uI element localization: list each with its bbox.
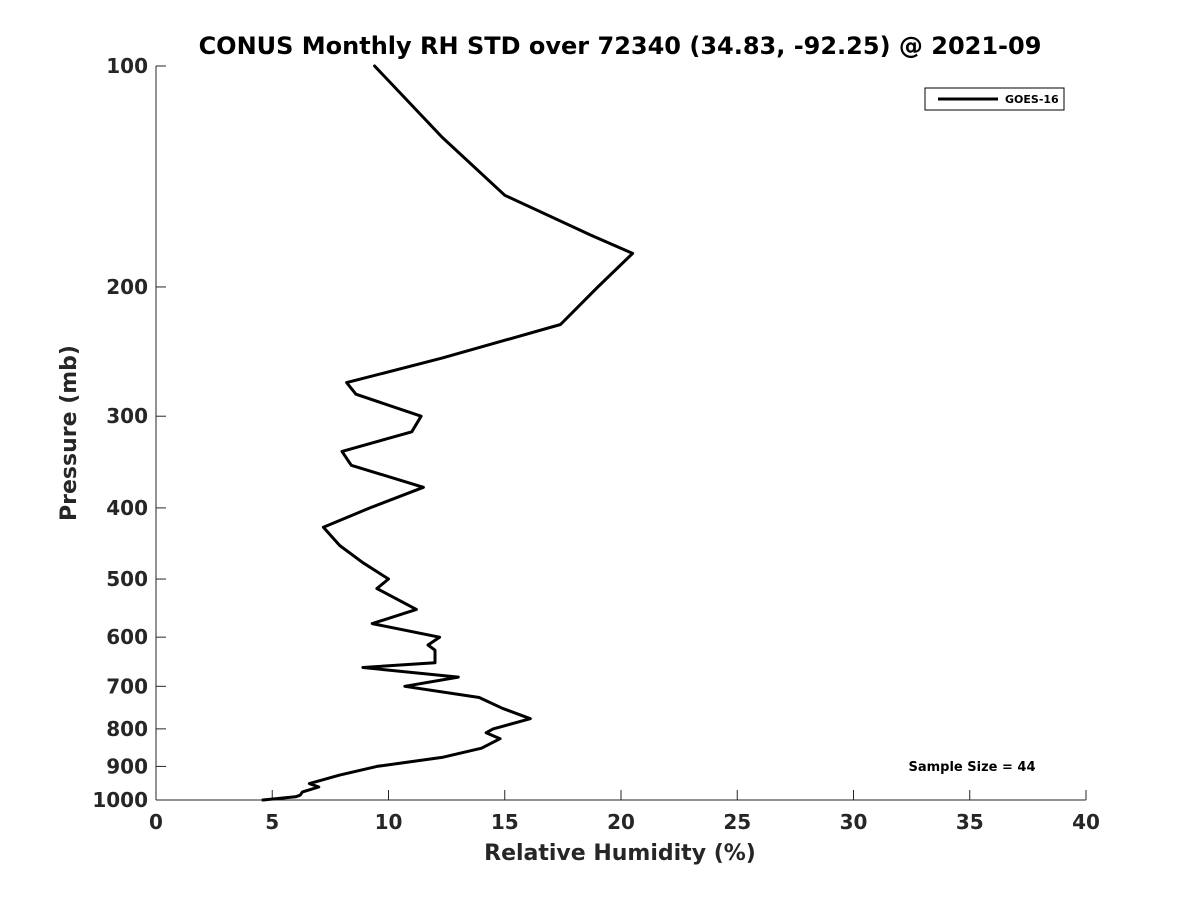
y-tick-label: 800 bbox=[106, 717, 148, 741]
ticks: 0 5 10 15 20 25 30 35 40 100 200 300 400 500 600 700 800… bbox=[92, 54, 1100, 834]
x-tick-label: 5 bbox=[265, 810, 279, 834]
y-tick-label: 1000 bbox=[92, 788, 148, 812]
x-tick-label: 0 bbox=[149, 810, 163, 834]
x-tick-label: 40 bbox=[1072, 810, 1100, 834]
axes bbox=[155, 66, 1086, 801]
y-tick-label: 500 bbox=[106, 567, 148, 591]
y-tick-label: 900 bbox=[106, 754, 148, 778]
y-tick-label: 100 bbox=[106, 54, 148, 78]
x-tick-label: 20 bbox=[607, 810, 635, 834]
legend-label: GOES-16 bbox=[1005, 93, 1059, 106]
chart-title: CONUS Monthly RH STD over 72340 (34.83, … bbox=[199, 32, 1042, 60]
sample-size-annotation: Sample Size = 44 bbox=[908, 760, 1035, 775]
x-axis-label: Relative Humidity (%) bbox=[484, 841, 756, 866]
series-layer bbox=[261, 64, 635, 802]
legend: GOES-16 bbox=[924, 87, 1065, 111]
y-tick-label: 300 bbox=[106, 404, 148, 428]
x-tick-label: 30 bbox=[840, 810, 868, 834]
x-tick-label: 35 bbox=[956, 810, 984, 834]
y-axis-label: Pressure (mb) bbox=[57, 345, 82, 521]
x-tick-label: 10 bbox=[375, 810, 403, 834]
y-tick-label: 400 bbox=[106, 496, 148, 520]
x-tick-label: 25 bbox=[723, 810, 751, 834]
series-line-goes-16 bbox=[261, 64, 635, 802]
y-tick-label: 700 bbox=[106, 674, 148, 698]
y-tick-label: 200 bbox=[106, 275, 148, 299]
y-tick-label: 600 bbox=[106, 625, 148, 649]
x-tick-label: 15 bbox=[491, 810, 519, 834]
